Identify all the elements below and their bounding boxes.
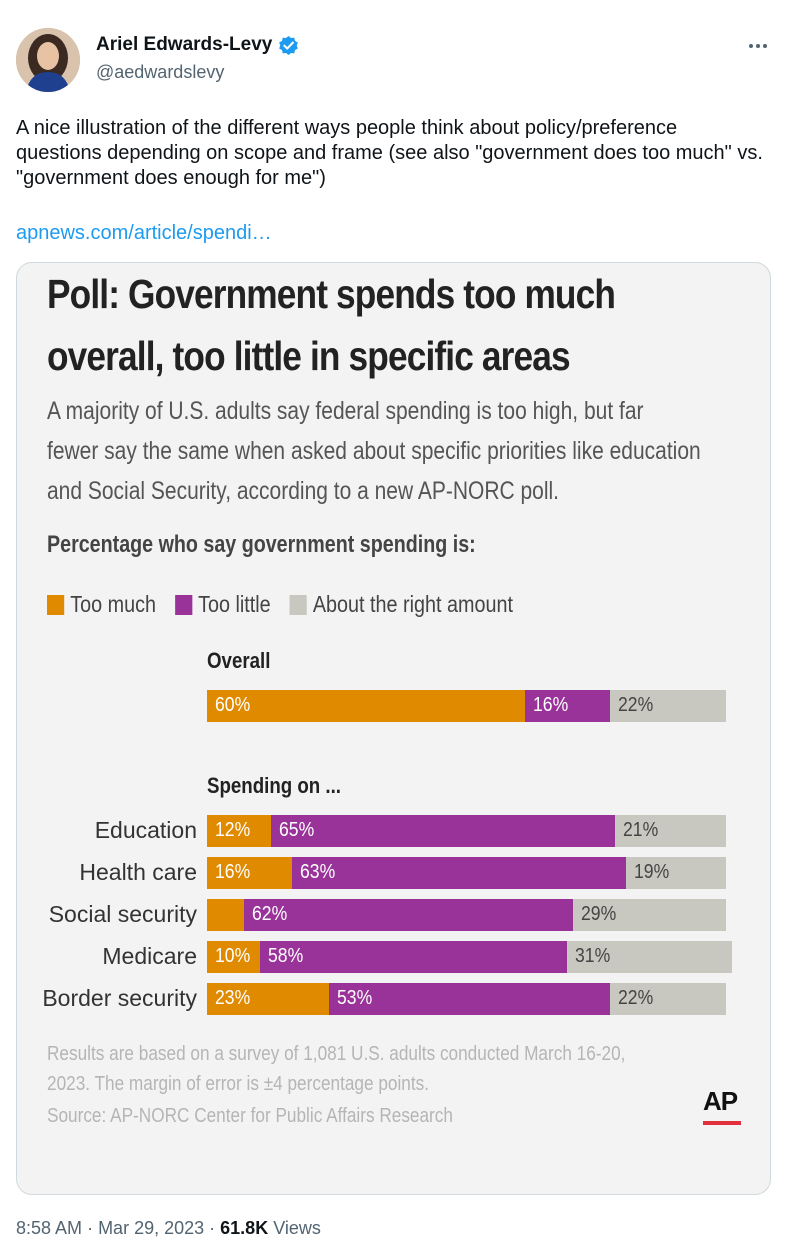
bar-segment: 29% xyxy=(572,899,727,931)
data-label: 23% xyxy=(215,987,251,1009)
more-options-icon[interactable] xyxy=(744,36,772,56)
stacked-bar: 10% 58% 31% xyxy=(207,941,732,973)
meta-separator: · xyxy=(209,1218,221,1238)
bar-segment: 63% xyxy=(291,857,626,889)
bar-segment: 16% xyxy=(525,690,610,722)
tweet-link[interactable]: apnews.com/article/spendi… xyxy=(16,222,272,244)
chart-subtitle-line-2: fewer say the same when asked about spec… xyxy=(47,437,701,465)
category-label: Social security xyxy=(48,901,197,927)
data-label: 29% xyxy=(580,903,616,925)
bar-segment: 31% xyxy=(567,941,732,973)
bar-segment: 10% xyxy=(207,941,260,973)
bar-segment xyxy=(207,899,245,931)
bar-segment: 19% xyxy=(625,857,727,889)
data-label: 22% xyxy=(617,694,654,716)
bar-segment: 65% xyxy=(270,815,616,847)
category-label: Border security xyxy=(42,985,197,1011)
bar-segment: 62% xyxy=(244,899,573,931)
legend-item-too-little: Too little xyxy=(174,591,271,618)
views-label: Views xyxy=(273,1218,321,1238)
chart-legend: Too much Too little About the right amou… xyxy=(47,591,532,618)
tweet-meta: 8:58 AM · Mar 29, 2023 · 61.8K Views xyxy=(16,1218,321,1239)
stacked-bar: 12% 65% 21% xyxy=(207,815,727,847)
chart-title-line-1: Poll: Government spends too much xyxy=(47,271,616,317)
chart-note-line-2: 2023. The margin of error is ±4 percenta… xyxy=(47,1073,430,1095)
data-label: 62% xyxy=(252,903,288,925)
chart-title-line-2: overall, too little in specific areas xyxy=(47,333,571,379)
views-count: 61.8K xyxy=(220,1218,269,1238)
data-label: 19% xyxy=(633,861,669,883)
author-handle[interactable]: @aedwardslevy xyxy=(96,62,225,82)
category-label: Medicare xyxy=(102,943,197,969)
data-label: 16% xyxy=(215,861,251,883)
legend-swatch-right-amount xyxy=(289,594,307,615)
tweet-time[interactable]: 8:58 AM xyxy=(16,1218,83,1238)
chart-note: Results are based on a survey of 1,081 U… xyxy=(47,1039,625,1099)
bar-segment: 22% xyxy=(609,690,727,722)
stacked-bar: 62% 29% xyxy=(207,899,727,931)
tweet-date[interactable]: Mar 29, 2023 xyxy=(98,1218,205,1238)
data-label: 60% xyxy=(215,694,251,716)
chart-subtitle: A majority of U.S. adults say federal sp… xyxy=(47,391,736,511)
data-label: 31% xyxy=(575,945,611,967)
legend-item-too-much: Too much xyxy=(47,591,156,618)
author-name-text[interactable]: Ariel Edwards-Levy xyxy=(96,34,273,55)
chart-note-line-1: Results are based on a survey of 1,081 U… xyxy=(47,1043,626,1065)
legend-label-right-amount: About the right amount xyxy=(312,591,513,617)
data-label: 58% xyxy=(268,945,304,967)
section-label: Overall xyxy=(207,648,271,673)
chart-source: Source: AP-NORC Center for Public Affair… xyxy=(47,1105,453,1127)
ap-logo-underline xyxy=(703,1121,741,1125)
ap-logo-text: AP xyxy=(703,1086,738,1116)
avatar[interactable] xyxy=(16,28,80,92)
author-name[interactable]: Ariel Edwards-Levy xyxy=(96,34,299,56)
data-label: 65% xyxy=(278,819,314,841)
legend-label-too-much: Too much xyxy=(70,591,156,617)
stacked-bar: 16% 63% 19% xyxy=(207,857,727,889)
data-label: 10% xyxy=(215,945,251,967)
meta-separator: · xyxy=(87,1218,99,1238)
bar-segment: 22% xyxy=(609,983,727,1015)
data-label: 16% xyxy=(533,694,569,716)
chart-subtitle-line-3: and Social Security, according to a new … xyxy=(47,477,560,505)
bar-segment: 58% xyxy=(260,941,568,973)
stacked-bar: 60% 16% 22% xyxy=(207,690,727,722)
bar-segment: 60% xyxy=(207,690,525,722)
bar-segment: 12% xyxy=(207,815,271,847)
data-label: 53% xyxy=(336,987,373,1009)
avatar-image xyxy=(16,28,80,92)
chart-question: Percentage who say government spending i… xyxy=(47,531,476,558)
legend-swatch-too-much xyxy=(47,594,65,615)
data-label: 12% xyxy=(215,819,251,841)
data-label: 21% xyxy=(623,819,659,841)
stacked-bar: 23% 53% 22% xyxy=(207,983,727,1015)
category-label: Health care xyxy=(79,859,197,885)
chart-image-card[interactable]: Poll: Government spends too much overall… xyxy=(16,262,771,1195)
bar-segment: 53% xyxy=(328,983,610,1015)
category-label: Education xyxy=(94,817,197,843)
data-label: 22% xyxy=(617,987,654,1009)
section-label: Spending on ... xyxy=(207,773,342,798)
ap-logo: AP xyxy=(703,1085,741,1131)
legend-item-right-amount: About the right amount xyxy=(289,591,513,618)
data-label: 63% xyxy=(299,861,336,883)
chart-title: Poll: Government spends too much overall… xyxy=(47,263,649,387)
bar-segment: 16% xyxy=(207,857,292,889)
bar-segment: 23% xyxy=(207,983,329,1015)
legend-swatch-too-little xyxy=(174,594,193,615)
chart-subtitle-line-1: A majority of U.S. adults say federal sp… xyxy=(47,397,644,425)
bar-segment: 21% xyxy=(615,815,727,847)
tweet-text: A nice illustration of the different way… xyxy=(16,117,763,189)
legend-label-too-little: Too little xyxy=(198,591,271,617)
verified-badge-icon xyxy=(279,35,299,55)
